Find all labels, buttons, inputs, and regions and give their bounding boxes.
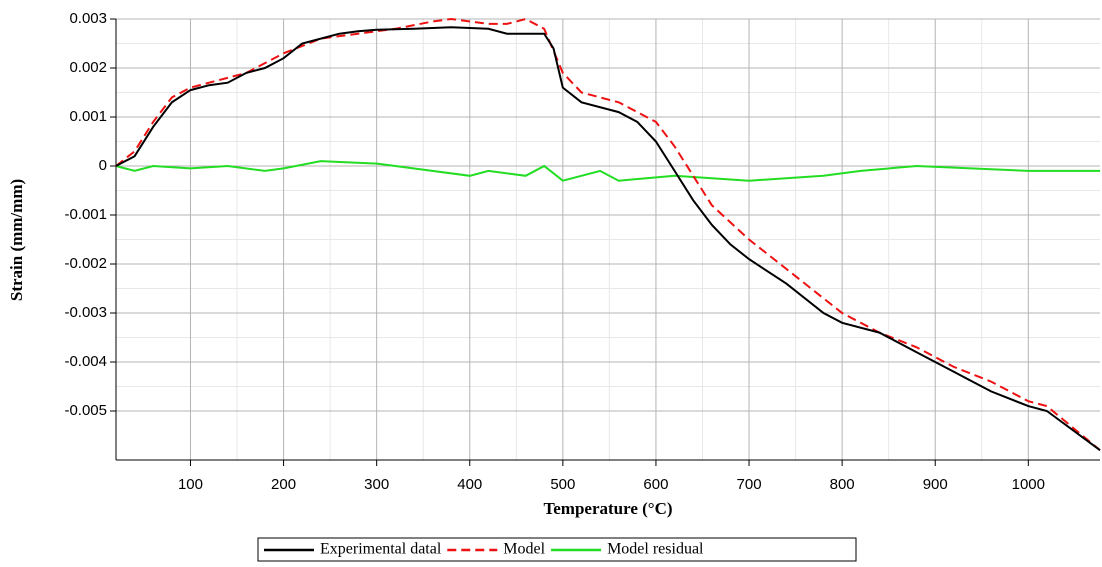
y-tick-label: 0.001 (69, 108, 107, 125)
x-tick-label: 900 (923, 476, 948, 493)
x-tick-label: 700 (737, 476, 762, 493)
y-tick-label: 0.002 (69, 59, 107, 76)
series-line (115, 160, 1100, 182)
x-tick-label: 100 (178, 476, 203, 493)
legend-label: Model (503, 541, 545, 558)
x-tick-label: 1000 (1012, 476, 1045, 493)
y-tick-label: -0.004 (64, 353, 107, 370)
x-tick-label: 500 (550, 476, 575, 493)
y-tick-label: -0.002 (64, 255, 107, 272)
y-tick-label: -0.005 (64, 402, 107, 419)
x-tick-label: 600 (643, 476, 668, 493)
y-axis-title: Strain (mm/mm) (7, 179, 26, 301)
x-axis-title: Temperature (°C) (543, 499, 672, 518)
series-line (115, 26, 1101, 452)
legend-label: Model residual (607, 541, 704, 558)
x-tick-label: 200 (271, 476, 296, 493)
y-tick-label: 0 (99, 157, 107, 174)
legend: Experimental datal Model Model residual (257, 537, 857, 562)
legend-label: Experimental datal (320, 541, 442, 558)
series-line (115, 17, 1101, 451)
x-tick-label: 800 (830, 476, 855, 493)
y-tick-label: 0.003 (69, 10, 107, 27)
y-tick-label: -0.003 (64, 304, 107, 321)
x-tick-label: 300 (364, 476, 389, 493)
y-tick-label: -0.001 (64, 206, 107, 223)
x-tick-label: 400 (457, 476, 482, 493)
